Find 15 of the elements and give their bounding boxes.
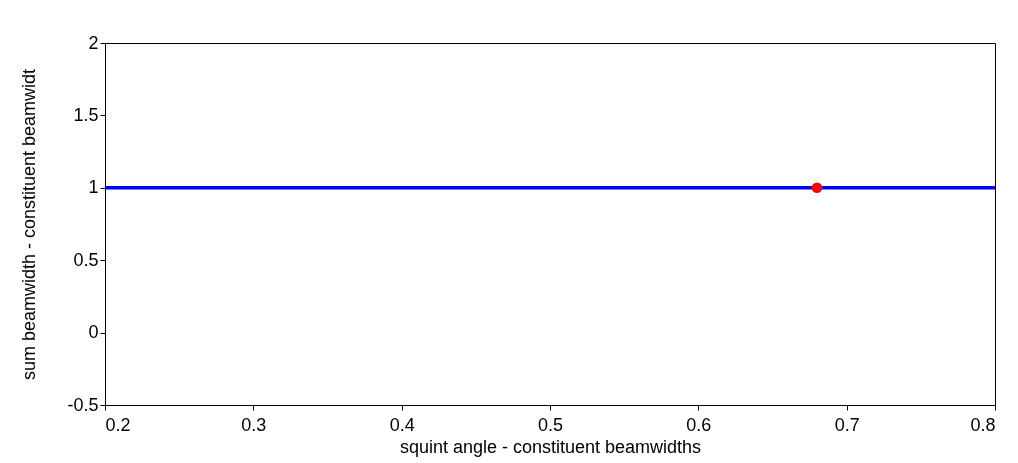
y-tick-label: 0 [88, 322, 99, 343]
y-axis-title: sum beamwidth - constituent beamwidt [19, 68, 40, 381]
x-tick-label: 0.7 [834, 414, 860, 435]
x-axis-title: squint angle - constituent beamwidths [399, 436, 702, 457]
x-tick-label: 0.8 [970, 414, 996, 435]
y-tick-label: 2 [88, 32, 99, 53]
y-tick-label: 1 [88, 177, 99, 198]
x-tick-label: 0.4 [389, 414, 415, 435]
y-tick-label: -0.5 [67, 394, 99, 415]
x-tick-label: 0.5 [537, 414, 564, 435]
x-tick-label: 0.2 [105, 414, 131, 435]
x-tick-label: 0.6 [686, 414, 712, 435]
y-tick-label: 1.5 [73, 104, 99, 125]
x-tick-label: 0.3 [241, 414, 267, 435]
y-tick-label: 0.5 [73, 249, 99, 270]
